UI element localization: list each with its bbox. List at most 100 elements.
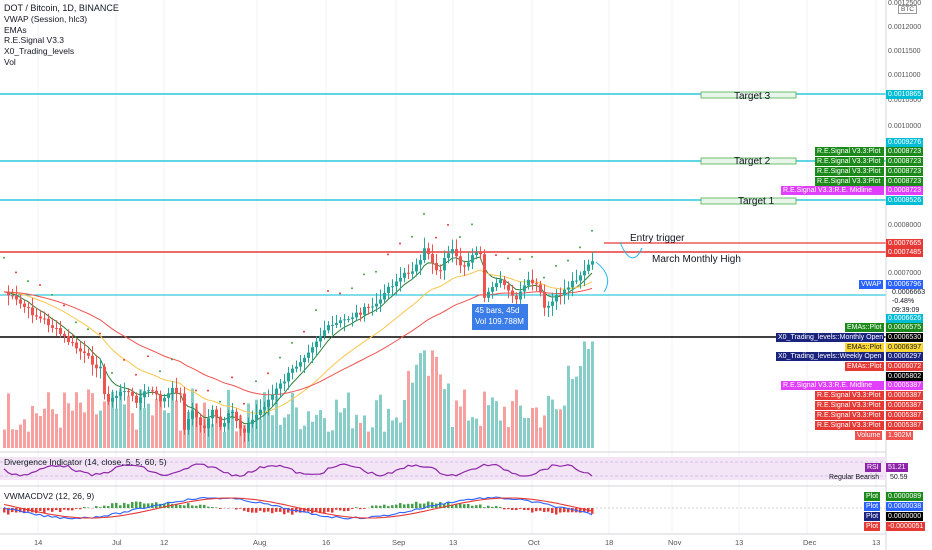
candle-body — [539, 284, 542, 293]
regular-bearish-label: Regular Bearish — [829, 474, 880, 481]
signal-dot — [423, 212, 425, 215]
volume-bar — [327, 431, 330, 448]
candle-body — [383, 292, 386, 300]
macd-hist-bar — [351, 508, 354, 509]
volume-bar — [3, 429, 6, 448]
candle-body — [403, 272, 406, 278]
time-axis-label: Aug — [253, 538, 267, 547]
signal-dot — [243, 402, 245, 405]
volume-bar — [271, 415, 274, 448]
candle-body — [195, 410, 198, 418]
macd-hist-bar — [67, 508, 70, 511]
volume-bar — [23, 419, 26, 448]
legend-item-vwap[interactable]: VWAP (Session, hlc3) — [4, 13, 88, 24]
candle-body — [31, 307, 34, 316]
macd-hist-bar — [303, 508, 306, 513]
macd-hist-bar — [483, 507, 486, 508]
volume-bar — [123, 404, 126, 448]
candle-body — [295, 366, 298, 369]
bar-volume: Vol 109.788M — [475, 317, 524, 326]
macd-hist-bar — [211, 506, 214, 508]
volume-bar — [463, 389, 466, 448]
legend-item-emas[interactable]: EMAs — [4, 24, 27, 35]
volume-bar — [111, 391, 114, 448]
candle-body — [347, 319, 350, 321]
macd-hist-bar — [23, 508, 26, 514]
volume-bar — [479, 425, 482, 448]
candle-body — [75, 342, 78, 349]
price-axis-label: 0.0008000 — [888, 222, 922, 229]
macd-histogram — [3, 501, 594, 515]
candle-body — [151, 390, 154, 392]
candle-body — [139, 397, 142, 403]
volume-bar — [231, 409, 234, 448]
candle-body — [399, 277, 402, 282]
candle-body — [511, 290, 514, 296]
candle-body — [527, 279, 530, 286]
candle-body — [203, 425, 206, 429]
macd-hist-bar — [135, 501, 138, 508]
candle-body — [411, 271, 414, 274]
volume-bar — [291, 392, 294, 448]
macd-hist-bar — [127, 504, 130, 508]
bar-range-infobox: 45 bars, 45d Vol 109.788M — [472, 304, 528, 330]
candle-body — [375, 303, 378, 307]
volume-bar — [495, 401, 498, 448]
legend-item-vol[interactable]: Vol — [4, 56, 16, 67]
candle-body — [275, 388, 278, 395]
volume-bar — [391, 420, 394, 448]
signal-dot — [135, 373, 137, 376]
volume-bar — [487, 405, 490, 448]
macd-hist-bar — [259, 508, 262, 511]
legend-item-x0-levels[interactable]: X0_Trading_levels — [4, 46, 75, 57]
volume-bar — [335, 399, 338, 448]
macd-hist-bar — [455, 504, 458, 508]
signal-dot — [15, 271, 17, 274]
re-value-tag: 0.0005387 — [886, 411, 924, 420]
time-axis-label: Oct — [528, 538, 540, 547]
volume-bar — [7, 393, 10, 448]
signal-dot — [531, 255, 533, 258]
emas-value-tag: 0.0006072 — [886, 362, 924, 371]
candle-body — [391, 286, 394, 288]
macd-hist-bar — [563, 508, 566, 513]
target2-label: Target 2 — [734, 156, 771, 167]
re-value-tag: 0.0005387 — [886, 401, 924, 410]
price-axis-label: 0.0007000 — [888, 270, 922, 277]
signal-dot — [279, 356, 281, 359]
candle-body — [555, 295, 558, 302]
level-tag: 0.0009276 — [886, 138, 924, 147]
macd-hist-bar — [407, 503, 410, 508]
candle-body — [59, 327, 62, 334]
candle-body — [355, 312, 358, 318]
re-midline-value-tag: 0.0005387 — [886, 381, 924, 390]
macd-hist-bar — [399, 503, 402, 508]
candle-body — [491, 287, 494, 292]
volume-bar — [491, 397, 494, 448]
macd-hist-bar — [3, 508, 6, 513]
symbol-title[interactable]: DOT / Bitcoin, 1D, BINANCE — [4, 3, 119, 13]
candle-body — [463, 265, 466, 267]
time-axis-label: 14 — [34, 538, 43, 547]
macd-hist-bar — [107, 506, 110, 508]
price-axis-label: 0.0010000 — [888, 123, 922, 130]
x0-weekly-value-tag: 0.0006297 — [886, 352, 924, 361]
signal-dot — [63, 304, 65, 307]
macd-hist-bar — [507, 508, 510, 510]
candle-body — [495, 283, 498, 288]
legend-item-resignal[interactable]: R.E.Signal V3.3 — [4, 35, 65, 46]
vwmacd-indicator-label[interactable]: VWMACDV2 (12, 26, 9) — [4, 491, 95, 501]
divergence-indicator-label[interactable]: Divergence Indicator (14, close, 5, 5, 6… — [4, 457, 167, 467]
volume-bar — [47, 392, 50, 448]
candle-body — [303, 357, 306, 363]
macd-hist-bar — [183, 505, 186, 508]
macd-hist-bar — [191, 505, 194, 508]
candle-body — [427, 248, 430, 254]
candle-body — [339, 320, 342, 324]
volume-bar — [27, 431, 30, 448]
re-midline-tag: R.E.Signal V3.3:R.E. Midline — [781, 186, 884, 195]
signal-dot — [483, 270, 485, 273]
macd-hist-bar — [111, 503, 114, 508]
volume-bar — [11, 429, 14, 448]
